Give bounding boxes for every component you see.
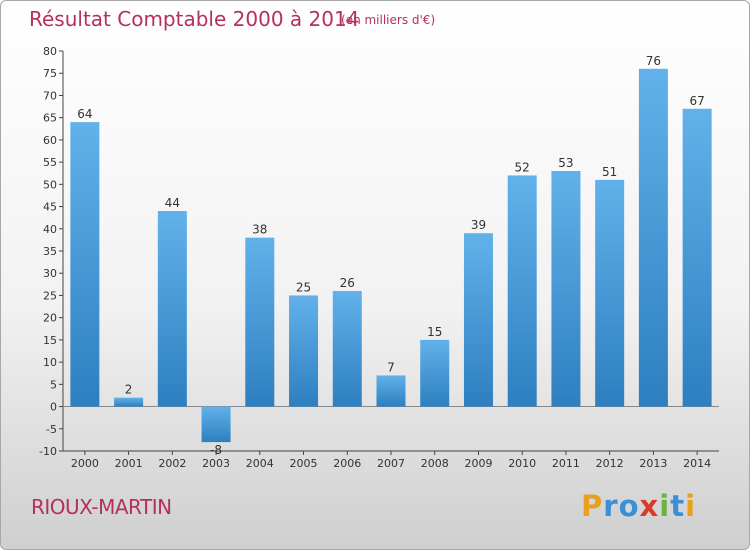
data-label: 44	[165, 196, 180, 210]
bar	[114, 397, 144, 407]
logo-letter: P	[581, 489, 604, 523]
data-label: 76	[646, 54, 661, 68]
data-label: 52	[515, 160, 530, 174]
y-tick-label: -5	[46, 423, 57, 436]
y-tick-label: 40	[43, 223, 57, 236]
x-tick-label: 2014	[683, 457, 711, 470]
y-tick-label: 45	[43, 201, 57, 214]
x-tick-label: 2002	[158, 457, 186, 470]
x-tick-label: 2007	[377, 457, 405, 470]
y-tick-label: 50	[43, 178, 57, 191]
data-label: 39	[471, 218, 486, 232]
bar	[201, 406, 231, 443]
data-label: 26	[340, 276, 355, 290]
chart-title: Résultat Comptable 2000 à 2014	[29, 7, 360, 31]
value-label-layer: 64 2 44 -8 38 25 26 7 15 39 52 53 51 76 67	[77, 54, 705, 457]
bar	[551, 171, 581, 407]
chart-subtitle: (en milliers d'€)	[341, 13, 436, 27]
data-label: 38	[252, 223, 267, 237]
x-tick-label: 2005	[290, 457, 318, 470]
y-tick-label: 0	[50, 401, 57, 414]
x-tick-label: 2001	[115, 457, 143, 470]
y-tick-label: 80	[43, 45, 57, 58]
x-tick-label: 2010	[508, 457, 536, 470]
axis-layer: -10 -5 0 5 10 15 20 25 30 35 40 45 50 55 60 65 70 75 80 200…	[39, 45, 719, 470]
y-tick-label: 65	[43, 112, 57, 125]
x-tick-label: 2011	[552, 457, 580, 470]
data-label: 51	[602, 165, 617, 179]
y-tick-label: 55	[43, 156, 57, 169]
bar	[420, 339, 450, 407]
y-tick-label: 75	[43, 67, 57, 80]
logo-letter: t	[670, 489, 686, 523]
x-tick-label: 2000	[71, 457, 99, 470]
data-label: 53	[558, 156, 573, 170]
bar	[70, 122, 100, 407]
logo-letter: r	[603, 489, 619, 523]
y-tick-label: 15	[43, 334, 57, 347]
proxiti-logo: Proxiti	[581, 489, 696, 523]
logo-letter: x	[639, 489, 660, 523]
logo-letter: o	[618, 489, 640, 523]
bar	[507, 175, 537, 407]
x-tick-label: 2004	[246, 457, 274, 470]
x-tick-label: 2003	[202, 457, 230, 470]
bar	[595, 179, 625, 407]
data-label: 7	[387, 360, 395, 374]
y-tick-label: 35	[43, 245, 57, 258]
bar	[157, 211, 187, 407]
bar	[682, 108, 712, 407]
bar	[245, 237, 275, 407]
logo-letter: i	[659, 489, 671, 523]
commune-name: RIOUX-MARTIN	[31, 495, 172, 519]
data-label: 67	[689, 94, 704, 108]
data-label: -8	[210, 443, 222, 457]
data-label: 25	[296, 280, 311, 294]
y-tick-label: 10	[43, 356, 57, 369]
bar	[376, 375, 406, 407]
data-label: 64	[77, 107, 92, 121]
y-tick-label: 5	[50, 378, 57, 391]
x-tick-label: 2009	[464, 457, 492, 470]
bar	[463, 233, 493, 407]
y-tick-label: 30	[43, 267, 57, 280]
x-tick-label: 2008	[421, 457, 449, 470]
y-tick-label: 20	[43, 312, 57, 325]
y-tick-label: 60	[43, 134, 57, 147]
x-tick-label: 2013	[639, 457, 667, 470]
y-tick-label: 70	[43, 89, 57, 102]
data-label: 2	[125, 383, 133, 397]
bar	[332, 291, 362, 407]
logo-letter: i	[685, 489, 697, 523]
bar	[638, 68, 668, 407]
y-tick-label: -10	[39, 445, 57, 458]
bar-layer	[70, 68, 712, 443]
x-tick-label: 2006	[333, 457, 361, 470]
bar	[289, 295, 319, 407]
data-label: 15	[427, 325, 442, 339]
x-tick-label: 2012	[596, 457, 624, 470]
y-tick-label: 25	[43, 289, 57, 302]
